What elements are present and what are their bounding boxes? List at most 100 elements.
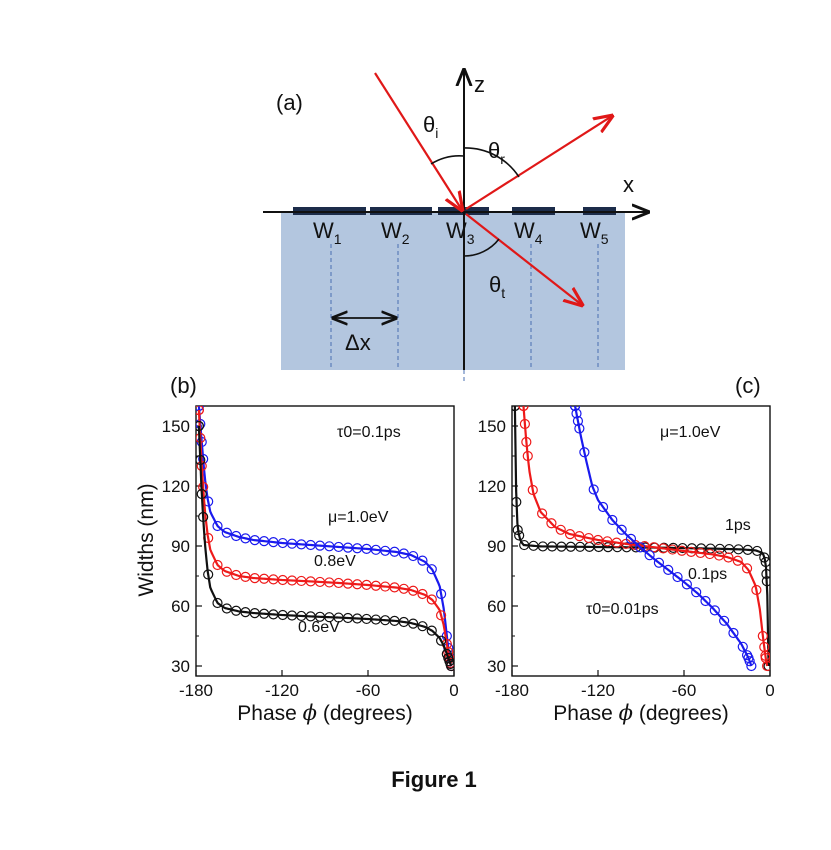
series-label-c-1: 0.1ps bbox=[688, 566, 727, 583]
c-data-point bbox=[732, 555, 743, 566]
c-data-point bbox=[741, 563, 753, 574]
c-ytick-label: 30 bbox=[487, 657, 506, 676]
c-ytick-label: 120 bbox=[478, 477, 506, 496]
width-label-2: W2 bbox=[381, 218, 410, 247]
c-data-point bbox=[714, 550, 725, 561]
panel-a-label: (a) bbox=[276, 90, 303, 115]
theta-r-label: θr bbox=[488, 138, 505, 167]
panel-c-chart: (c) -180 -120 -60 0 30 60 90 120 150 Phase ϕ (de… bbox=[478, 373, 775, 725]
b-xtick-label: -60 bbox=[356, 681, 381, 700]
c-data-point bbox=[574, 423, 585, 434]
b-data-point bbox=[212, 597, 223, 609]
b-xtick-label: -120 bbox=[265, 681, 299, 700]
width-label-4: W4 bbox=[514, 218, 543, 247]
series-label-c-0: 1ps bbox=[725, 517, 751, 534]
c-data-point bbox=[728, 627, 739, 639]
b-data-point bbox=[426, 594, 437, 605]
c-data-point bbox=[751, 545, 763, 557]
c-xtick-label: -120 bbox=[581, 681, 615, 700]
c-data-point bbox=[653, 557, 665, 568]
c-data-point bbox=[597, 501, 609, 513]
b-data-point bbox=[444, 656, 454, 667]
angle-arc-r bbox=[463, 147, 520, 178]
c-data-point bbox=[522, 450, 533, 462]
theta-t-label: θt bbox=[489, 272, 505, 301]
angle-arc-t bbox=[463, 238, 500, 257]
b-data-point bbox=[436, 588, 447, 600]
c-data-point bbox=[635, 542, 646, 553]
b-data-point bbox=[408, 618, 419, 629]
c-data-point bbox=[569, 406, 581, 412]
panel-b-frame bbox=[195, 405, 455, 677]
c-data-point bbox=[761, 576, 770, 587]
b-data-point bbox=[426, 625, 437, 636]
c-data-point bbox=[518, 406, 529, 412]
panel-c-frame bbox=[511, 405, 771, 677]
b-data-point bbox=[198, 481, 209, 493]
panel-b-annotation: τ0=0.1ps bbox=[337, 424, 401, 441]
c-series-1 bbox=[518, 406, 770, 672]
b-ytick-label: 150 bbox=[162, 417, 190, 436]
c-data-point bbox=[761, 568, 770, 580]
c-data-point bbox=[607, 514, 618, 526]
c-data-point bbox=[571, 408, 582, 419]
b-data-point bbox=[212, 559, 223, 571]
series-label-b-0: μ=1.0eV bbox=[328, 509, 389, 526]
c-series-line bbox=[513, 406, 770, 667]
b-data-point bbox=[426, 564, 437, 575]
c-xtick-label: -60 bbox=[672, 681, 697, 700]
b-data-point bbox=[417, 621, 428, 632]
c-ytick-label: 90 bbox=[487, 537, 506, 556]
width-label-5: W5 bbox=[580, 218, 609, 247]
c-data-point bbox=[583, 532, 594, 544]
width-label-1: W1 bbox=[313, 218, 342, 247]
c-series-2 bbox=[569, 406, 757, 672]
c-data-point bbox=[723, 552, 734, 563]
angle-arc-i bbox=[430, 155, 465, 165]
c-data-point bbox=[760, 650, 770, 661]
b-data-point bbox=[198, 511, 209, 523]
b-data-point bbox=[221, 566, 232, 577]
width-label-3: W3 bbox=[446, 218, 475, 247]
b-data-point bbox=[231, 569, 242, 581]
reflected-ray bbox=[465, 116, 612, 210]
c-ytick-label: 150 bbox=[478, 417, 506, 436]
panel-c-xlabel: Phase ϕ (degrees) bbox=[553, 701, 728, 725]
c-data-point bbox=[746, 660, 757, 672]
panel-b-chart: (b) -180 -120 -60 0 30 60 90 120 150 Widths (nm)… bbox=[135, 373, 459, 725]
c-data-point bbox=[709, 605, 720, 616]
c-data-point bbox=[527, 484, 538, 496]
c-data-point bbox=[691, 587, 702, 598]
b-data-point bbox=[408, 550, 419, 562]
incident-ray bbox=[374, 72, 462, 210]
x-axis-label: x bbox=[623, 172, 634, 197]
panel-c-ticks: -180 -120 -60 0 30 60 90 120 150 bbox=[478, 417, 775, 700]
z-axis-label: z bbox=[474, 72, 485, 97]
b-data-point bbox=[196, 488, 207, 500]
b-ytick-label: 30 bbox=[171, 657, 190, 676]
panel-b-series bbox=[196, 406, 454, 672]
b-data-point bbox=[196, 420, 204, 432]
b-data-point bbox=[231, 530, 242, 542]
c-data-point bbox=[519, 418, 531, 430]
c-data-point bbox=[521, 436, 532, 448]
delta-x-label: Δx bbox=[345, 330, 371, 355]
c-data-point bbox=[546, 518, 557, 529]
c-data-point bbox=[759, 552, 770, 563]
c-series-line bbox=[522, 406, 769, 667]
c-data-point bbox=[751, 584, 762, 596]
b-data-point bbox=[389, 546, 400, 557]
panel-b-xlabel: Phase ϕ (degrees) bbox=[237, 701, 412, 725]
b-ytick-label: 60 bbox=[171, 597, 190, 616]
panel-b-ylabel: Widths (nm) bbox=[135, 483, 158, 596]
b-data-point bbox=[221, 527, 232, 538]
c-data-point bbox=[616, 524, 627, 535]
c-data-point bbox=[757, 630, 768, 642]
series-label-b-2: 0.6eV bbox=[298, 619, 340, 636]
panel-c-series bbox=[512, 406, 770, 672]
b-data-point bbox=[221, 603, 232, 614]
c-data-point bbox=[762, 660, 770, 672]
c-ytick-label: 60 bbox=[487, 597, 506, 616]
c-data-point bbox=[514, 530, 525, 541]
series-label-b-1: 0.8eV bbox=[314, 553, 356, 570]
